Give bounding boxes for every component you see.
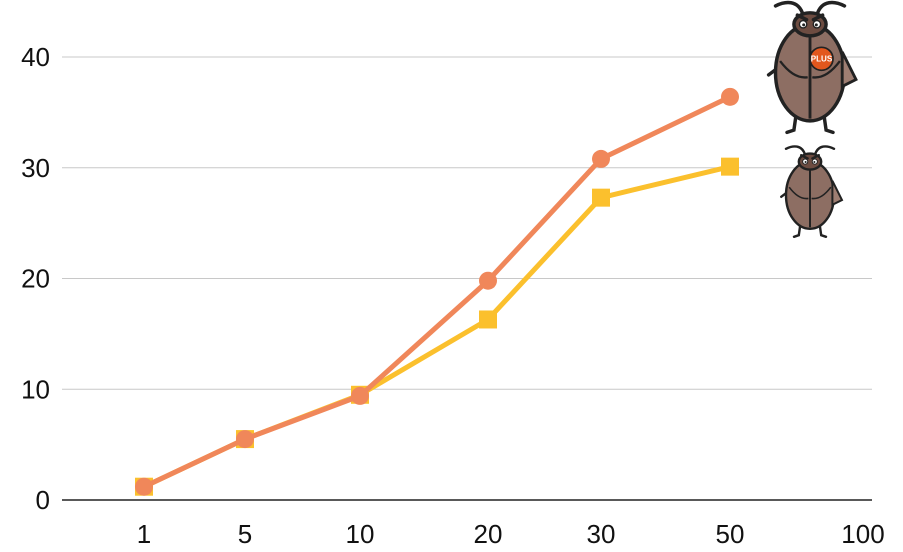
y-tick-label: 30 [21,153,50,183]
plus-badge-label: PLUS [811,55,833,64]
legend: PLUS [766,0,858,239]
x-tick-label: 30 [587,519,616,549]
data-point-square [721,157,739,176]
y-tick-label: 40 [21,42,50,72]
y-tick-label: 10 [21,374,50,404]
data-point-circle [135,477,153,496]
x-tick-label: 10 [346,519,375,549]
bug-plus-icon: PLUS [766,0,858,135]
x-tick-label: 20 [474,519,503,549]
data-point-circle [479,271,497,290]
data-point-circle [592,149,610,168]
y-tick-label: 0 [36,485,50,515]
bug-icon [780,145,844,239]
series-line [141,94,733,490]
y-tick-label: 20 [21,264,50,294]
data-point-circle [351,386,369,405]
series-1 [135,87,739,496]
x-tick-label: 50 [716,519,745,549]
data-point-square [479,310,497,329]
x-tick-label: 5 [238,519,252,549]
data-point-circle [236,430,254,449]
x-tick-label: 100 [841,519,884,549]
data-point-circle [721,87,739,106]
data-point-square [592,188,610,207]
x-tick-label: 1 [137,519,151,549]
